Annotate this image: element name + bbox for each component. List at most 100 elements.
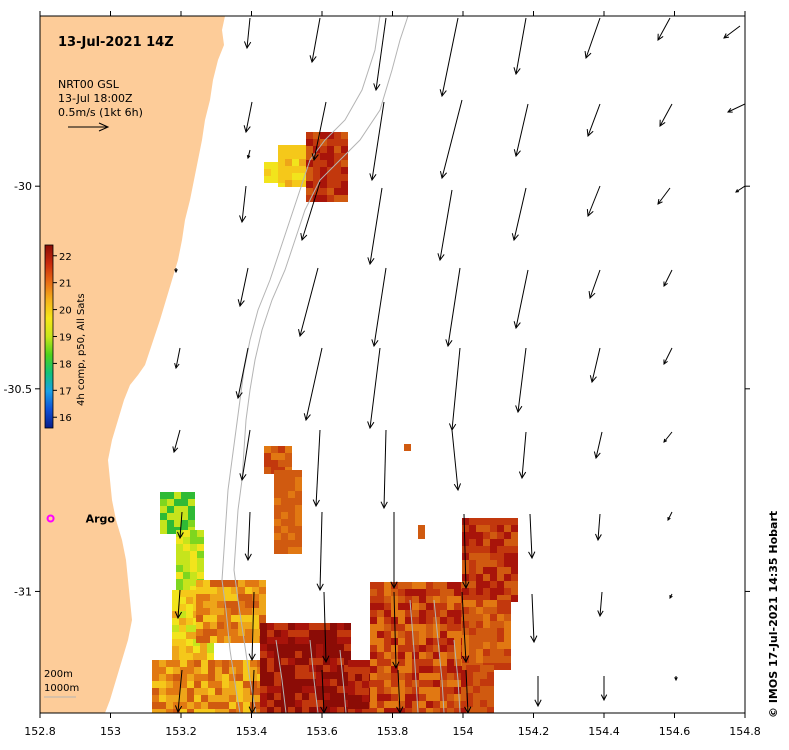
sst-colorbar: 16 17 18 19 20 21 22 4h comp, p50, All Sats: [44, 244, 87, 429]
current-arrow: [530, 593, 538, 644]
sst-pixel: [497, 642, 504, 649]
sst-pixel: [252, 587, 259, 594]
lon-tick-label: 154.2: [518, 725, 550, 738]
sst-pixel: [267, 686, 274, 693]
sst-pixel: [490, 588, 497, 595]
current-legend-line1: NRT00 GSL: [58, 78, 120, 91]
current-legend: NRT00 GSL 13-Jul 18:00Z 0.5m/s (1kt 6h): [58, 78, 143, 132]
sst-pixel: [384, 666, 391, 673]
sst-pixel: [183, 530, 190, 537]
sst-pixel: [194, 709, 201, 713]
sst-pixel: [259, 615, 266, 622]
current-arrow: [513, 269, 529, 330]
sst-pixel: [419, 680, 426, 687]
current-arrow: [309, 17, 321, 64]
sst-pixel: [483, 628, 490, 635]
sst-pixel: [473, 700, 480, 707]
sst-pixel: [405, 631, 412, 638]
sst-pixel: [245, 636, 252, 643]
sst-pixel: [377, 673, 384, 680]
sst-pixel: [511, 525, 518, 532]
sst-pixel: [419, 596, 426, 603]
sst-pixel: [306, 195, 313, 202]
argo-dot: [46, 514, 55, 523]
sst-pixel: [295, 505, 302, 512]
sst-pixel: [462, 628, 469, 635]
sst-pixel: [288, 693, 295, 700]
sst-pixel: [274, 637, 281, 644]
sst-pixel: [412, 694, 419, 701]
lon-tick-label: 154: [453, 725, 474, 738]
sst-pixel: [341, 195, 348, 202]
sst-pixel: [179, 632, 186, 639]
sst-pixel: [377, 694, 384, 701]
sst-pixel: [341, 181, 348, 188]
sst-pixel: [190, 572, 197, 579]
sst-pixel: [327, 195, 334, 202]
sst-pixel: [362, 702, 369, 709]
sst-pixel: [176, 551, 183, 558]
sst-pixel: [278, 180, 285, 187]
sst-pixel: [466, 686, 473, 693]
sst-pixel: [511, 546, 518, 553]
sst-pixel: [167, 506, 174, 513]
current-legend-line2: 13-Jul 18:00Z: [58, 92, 133, 105]
colorbar-tick-label: 16: [59, 413, 72, 424]
sst-pixel: [426, 596, 433, 603]
sst-pixel: [174, 499, 181, 506]
sst-pixel: [433, 666, 440, 673]
sst-pixel: [194, 688, 201, 695]
sst-pixel: [330, 686, 337, 693]
sst-pixel: [504, 642, 511, 649]
sst-pixel: [504, 595, 511, 602]
sst-pixel: [167, 527, 174, 534]
sst-pixel: [476, 614, 483, 621]
sst-pixel: [344, 686, 351, 693]
sst-pixel: [252, 594, 259, 601]
sst-pixel: [267, 665, 274, 672]
sst-pixel: [274, 470, 281, 477]
sst-pixel: [377, 680, 384, 687]
sst-pixel: [391, 673, 398, 680]
sst-pixel: [260, 630, 267, 637]
sst-pixel: [454, 631, 461, 638]
sst-pixel: [412, 687, 419, 694]
sst-pixel: [208, 674, 215, 681]
sst-pixel: [245, 615, 252, 622]
sst-pixel: [405, 624, 412, 631]
sst-pixel: [469, 628, 476, 635]
sst-pixel: [152, 660, 159, 667]
current-arrow: [667, 511, 673, 521]
sst-pixel: [454, 694, 461, 701]
sst-pixel: [274, 533, 281, 540]
current-arrow: [663, 269, 673, 287]
sst-pixel: [285, 453, 292, 460]
sst-pixel: [355, 660, 362, 667]
sst-pixel: [454, 596, 461, 603]
sst-pixel: [348, 667, 355, 674]
sst-pixel: [490, 642, 497, 649]
sst-pixel: [504, 581, 511, 588]
sst-pixel: [469, 635, 476, 642]
sst-pixel: [405, 589, 412, 596]
sst-pixel: [462, 532, 469, 539]
sst-pixel: [454, 666, 461, 673]
sst-pixel: [320, 132, 327, 139]
colorbar-tick-label: 22: [59, 252, 72, 263]
current-arrow: [172, 429, 181, 454]
colorbar-ticks: 16 17 18 19 20 21 22: [53, 252, 72, 424]
sst-pixel: [447, 659, 454, 666]
sst-pixel: [370, 589, 377, 596]
sst-pixel: [160, 499, 167, 506]
sst-pixel: [271, 460, 278, 467]
sst-pixel: [288, 484, 295, 491]
sst-pixel: [180, 667, 187, 674]
sst-pixel: [323, 707, 330, 713]
sst-pixel: [461, 701, 468, 708]
sst-pixel: [180, 674, 187, 681]
sst-pixel: [295, 693, 302, 700]
sst-pixel: [337, 623, 344, 630]
current-arrow: [322, 591, 330, 664]
sst-pixel: [316, 707, 323, 713]
sst-pixel: [309, 644, 316, 651]
